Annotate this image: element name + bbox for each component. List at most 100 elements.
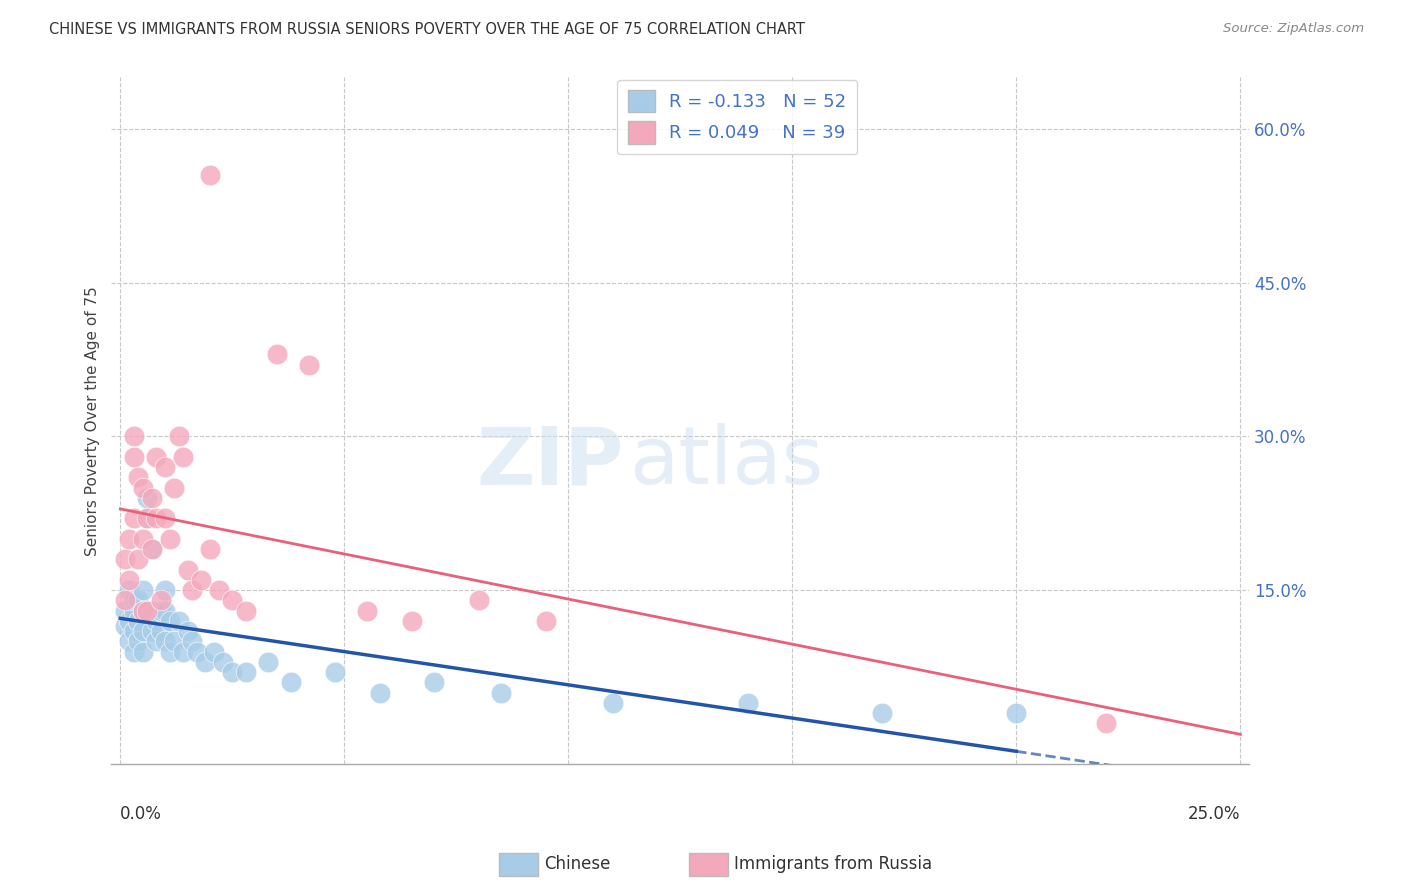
Point	[181, 583, 204, 598]
Point	[423, 675, 446, 690]
Point	[132, 481, 155, 495]
Point	[145, 511, 167, 525]
Point	[153, 460, 176, 475]
Point	[221, 593, 243, 607]
Point	[159, 532, 181, 546]
Point	[132, 604, 155, 618]
Point	[534, 614, 557, 628]
Point	[122, 429, 145, 443]
Point	[127, 593, 149, 607]
Point	[122, 450, 145, 464]
Point	[136, 491, 159, 505]
Point	[737, 696, 759, 710]
Point	[141, 624, 163, 639]
Text: CHINESE VS IMMIGRANTS FROM RUSSIA SENIORS POVERTY OVER THE AGE OF 75 CORRELATION: CHINESE VS IMMIGRANTS FROM RUSSIA SENIOR…	[49, 22, 806, 37]
Point	[145, 614, 167, 628]
Point	[127, 470, 149, 484]
Point	[167, 614, 190, 628]
Point	[356, 604, 378, 618]
Point	[141, 542, 163, 557]
Point	[149, 593, 172, 607]
Point	[141, 542, 163, 557]
Point	[468, 593, 491, 607]
Point	[153, 511, 176, 525]
Point	[489, 686, 512, 700]
Point	[127, 634, 149, 648]
Point	[325, 665, 347, 680]
Point	[235, 604, 257, 618]
Point	[122, 645, 145, 659]
Point	[190, 573, 212, 587]
Point	[172, 645, 194, 659]
Point	[153, 634, 176, 648]
Point	[1005, 706, 1028, 721]
Point	[114, 619, 136, 633]
Point	[132, 645, 155, 659]
Point	[145, 450, 167, 464]
Point	[280, 675, 302, 690]
Point	[118, 573, 141, 587]
Point	[122, 511, 145, 525]
Point	[114, 552, 136, 566]
Point	[602, 696, 624, 710]
Point	[132, 604, 155, 618]
Y-axis label: Seniors Poverty Over the Age of 75: Seniors Poverty Over the Age of 75	[86, 286, 100, 556]
Point	[204, 645, 226, 659]
Point	[194, 655, 217, 669]
Point	[172, 450, 194, 464]
Point	[176, 563, 198, 577]
Point	[114, 604, 136, 618]
Point	[176, 624, 198, 639]
Point	[141, 491, 163, 505]
Point	[208, 583, 231, 598]
Point	[118, 634, 141, 648]
Point	[118, 532, 141, 546]
Point	[132, 532, 155, 546]
Point	[212, 655, 235, 669]
Point	[167, 429, 190, 443]
Point	[1095, 716, 1118, 731]
Legend: R = -0.133   N = 52, R = 0.049    N = 39: R = -0.133 N = 52, R = 0.049 N = 39	[617, 79, 858, 154]
Point	[149, 624, 172, 639]
Point	[114, 593, 136, 607]
Point	[136, 604, 159, 618]
Point	[163, 634, 186, 648]
Point	[221, 665, 243, 680]
Point	[141, 604, 163, 618]
Point	[127, 552, 149, 566]
Point	[870, 706, 893, 721]
Point	[118, 583, 141, 598]
Point	[127, 614, 149, 628]
Text: 25.0%: 25.0%	[1188, 805, 1240, 823]
Point	[145, 634, 167, 648]
Point	[122, 593, 145, 607]
Point	[159, 645, 181, 659]
Point	[136, 511, 159, 525]
Text: ZIP: ZIP	[477, 423, 623, 501]
Point	[122, 624, 145, 639]
Text: atlas: atlas	[628, 423, 824, 501]
Text: Immigrants from Russia: Immigrants from Russia	[734, 855, 932, 873]
Point	[136, 604, 159, 618]
Text: Source: ZipAtlas.com: Source: ZipAtlas.com	[1223, 22, 1364, 36]
Point	[401, 614, 423, 628]
Point	[159, 614, 181, 628]
Point	[235, 665, 257, 680]
Point	[153, 604, 176, 618]
Point	[186, 645, 208, 659]
Point	[257, 655, 280, 669]
Point	[297, 358, 319, 372]
Text: 0.0%: 0.0%	[121, 805, 162, 823]
Point	[153, 583, 176, 598]
Point	[368, 686, 391, 700]
Text: Chinese: Chinese	[544, 855, 610, 873]
Point	[181, 634, 204, 648]
Point	[163, 481, 186, 495]
Point	[132, 624, 155, 639]
Point	[149, 604, 172, 618]
Point	[118, 614, 141, 628]
Point	[132, 583, 155, 598]
Point	[198, 168, 221, 182]
Point	[136, 511, 159, 525]
Point	[198, 542, 221, 557]
